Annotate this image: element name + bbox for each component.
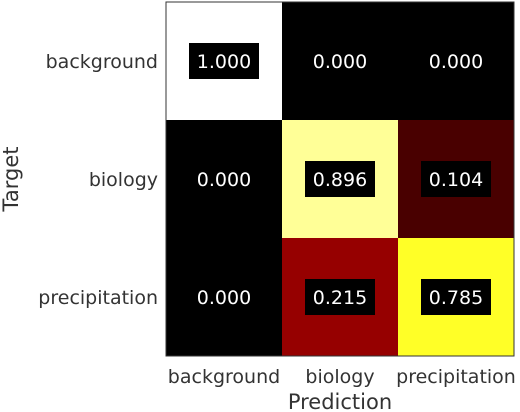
cell-value-labels: 1.000 0.000 0.000 0.000 0.896 0.104 0.000 0.215… [189, 43, 491, 315]
x-tick-label: biology [305, 366, 374, 388]
value-label-box [189, 161, 259, 197]
cell-value-label: 0.000 [197, 287, 251, 309]
x-tick-label: precipitation [396, 366, 516, 388]
value-label-box [305, 279, 375, 315]
cell-value-label: 0.000 [313, 51, 367, 73]
value-label-box [421, 43, 491, 79]
value-label-box [189, 43, 259, 79]
plot-frame [165, 1, 515, 357]
value-label-box [421, 161, 491, 197]
cell-value-label: 0.785 [429, 287, 483, 309]
value-label-box [421, 279, 491, 315]
y-tick-label: background [46, 51, 158, 73]
y-tick-label: biology [89, 169, 158, 191]
value-label-box [305, 43, 375, 79]
cell-value-label: 0.104 [429, 169, 483, 191]
cell-value-label: 1.000 [197, 51, 251, 73]
cell-value-label: 0.000 [197, 169, 251, 191]
value-label-box [305, 161, 375, 197]
y-axis-label: Target [0, 147, 23, 213]
x-axis-label: Prediction [288, 390, 392, 412]
cell-value-label: 0.215 [313, 287, 367, 309]
y-tick-label: precipitation [38, 287, 158, 309]
value-label-box [189, 279, 259, 315]
x-tick-labels: background biology precipitation [168, 366, 516, 388]
y-tick-labels: background biology precipitation [38, 51, 158, 309]
cell-value-label: 0.000 [429, 51, 483, 73]
cell-value-label: 0.896 [313, 169, 367, 191]
x-tick-label: background [168, 366, 280, 388]
